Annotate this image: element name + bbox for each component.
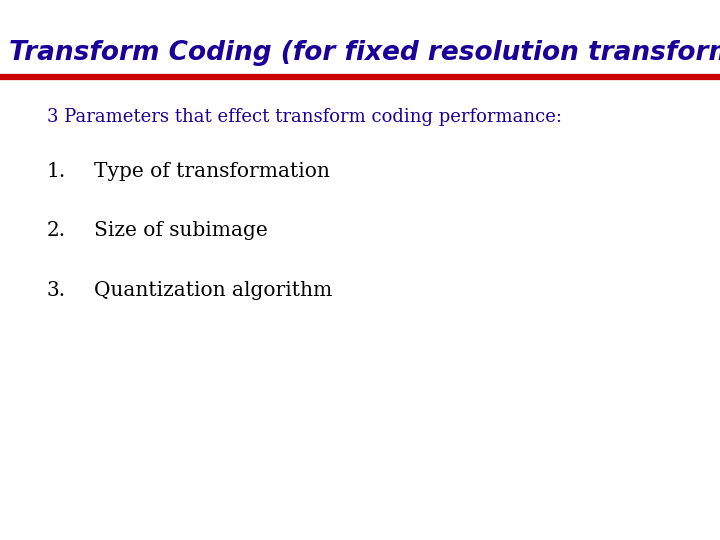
Text: 3 Parameters that effect transform coding performance:: 3 Parameters that effect transform codin… — [47, 108, 562, 126]
Text: Size of subimage: Size of subimage — [94, 221, 267, 240]
Text: 3.: 3. — [47, 281, 66, 300]
Text: Transform Coding (for fixed resolution transforms): Transform Coding (for fixed resolution t… — [9, 40, 720, 66]
Text: 2.: 2. — [47, 221, 66, 240]
Text: Quantization algorithm: Quantization algorithm — [94, 281, 332, 300]
Text: Type of transformation: Type of transformation — [94, 162, 330, 181]
Text: 1.: 1. — [47, 162, 66, 181]
